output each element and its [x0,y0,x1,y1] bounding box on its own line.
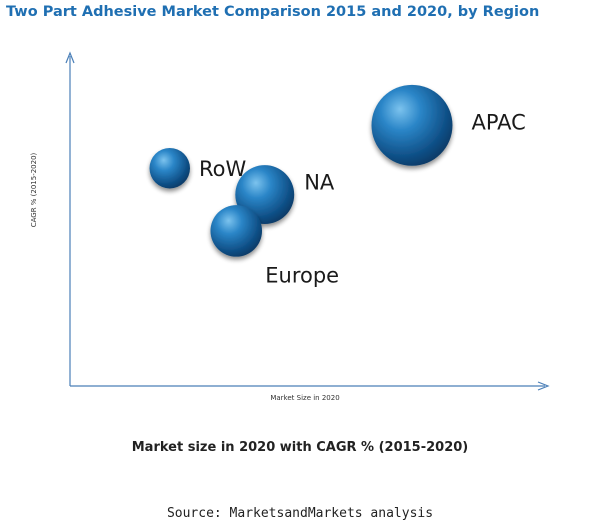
bubble-label-na: NA [304,171,335,195]
chart-title: Two Part Adhesive Market Comparison 2015… [6,4,540,20]
bubble-europe [210,205,263,257]
bubble-apac [371,84,453,166]
source-note: Source: MarketsandMarkets analysis [166,506,434,521]
x-axis-label: Market Size in 2020 [270,394,339,402]
x-axis-arrow [537,381,550,391]
bubble-label-apac: APAC [471,110,525,134]
bubble-label-row: RoW [199,157,246,181]
bubble-row [149,147,190,189]
bubbles-group: RoW NA Europe APAC [149,84,526,288]
bubble-label-europe: Europe [265,264,339,288]
bubble-chart: CAGR % (2015-2020) Market Size in 2020 R… [30,51,550,402]
y-axis-label: CAGR % (2015-2020) [30,152,38,227]
chart-caption: Market size in 2020 with CAGR % (2015-20… [131,440,469,455]
y-axis-arrow [65,51,75,64]
